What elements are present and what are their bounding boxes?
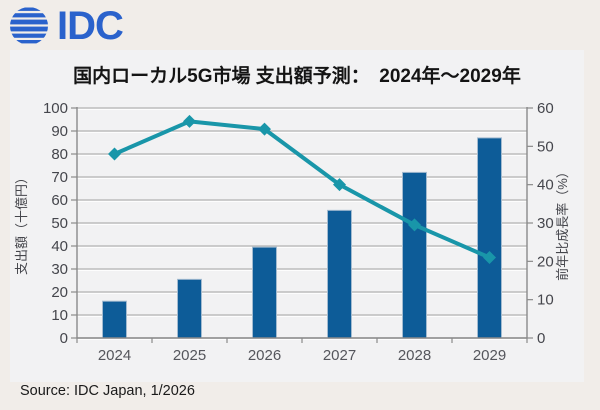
svg-text:50: 50: [537, 138, 554, 155]
svg-text:30: 30: [51, 261, 68, 278]
svg-text:2028: 2028: [398, 347, 431, 364]
idc-logo-text: IDC: [57, 4, 124, 48]
svg-text:2024: 2024: [98, 347, 131, 364]
svg-text:70: 70: [51, 169, 68, 186]
svg-text:2026: 2026: [248, 347, 281, 364]
svg-text:0: 0: [60, 330, 68, 347]
svg-text:80: 80: [51, 146, 68, 163]
combo-chart: 0 10 20 30 40 50 60 70 80 90 100 0 10 20 30 40 50 60 2024 2…: [14, 100, 570, 364]
svg-text:20: 20: [51, 284, 68, 301]
svg-text:60: 60: [51, 192, 68, 209]
striped-globe-icon: [10, 7, 48, 44]
svg-text:2029: 2029: [473, 347, 506, 364]
chart-title: 国内ローカル5G市場 支出額予測： 2024年～2029年: [73, 66, 521, 87]
idc-logo: IDC: [8, 4, 124, 48]
svg-text:10: 10: [51, 307, 68, 324]
svg-text:2025: 2025: [173, 347, 206, 364]
svg-text:0: 0: [537, 330, 545, 347]
svg-text:20: 20: [537, 253, 554, 270]
svg-text:40: 40: [51, 238, 68, 255]
chart-panel: 国内ローカル5G市場 支出額予測： 2024年～2029年 0 10 20 30 40 5…: [10, 50, 584, 382]
svg-text:100: 100: [43, 100, 68, 117]
svg-text:90: 90: [51, 123, 68, 140]
svg-text:40: 40: [537, 177, 554, 194]
svg-text:支出額（十億円）: 支出額（十億円）: [14, 171, 29, 275]
svg-text:30: 30: [537, 215, 554, 232]
svg-text:前年比成長率（%）: 前年比成長率（%）: [555, 165, 570, 281]
svg-text:60: 60: [537, 100, 554, 117]
source-text: Source: IDC Japan, 1/2026: [20, 383, 195, 399]
svg-text:50: 50: [51, 215, 68, 232]
svg-text:2027: 2027: [323, 347, 356, 364]
svg-text:10: 10: [537, 292, 554, 309]
